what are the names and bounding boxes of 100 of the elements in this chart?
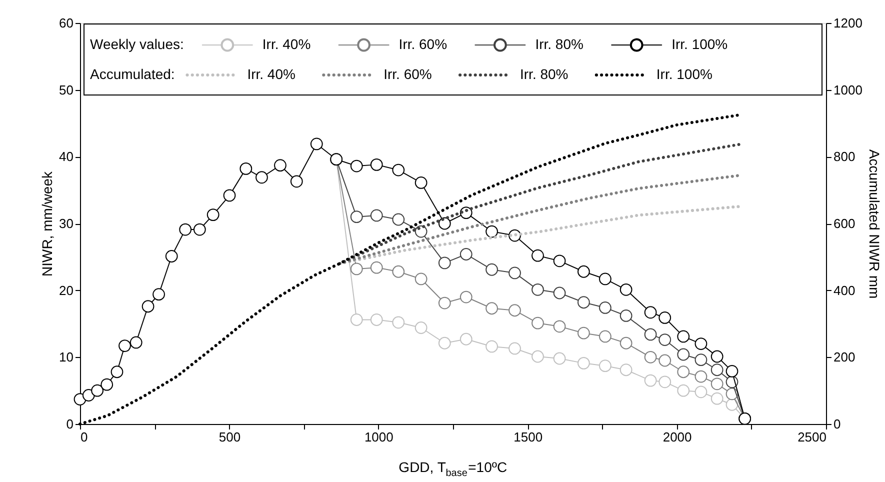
point (310, 138, 323, 150)
point (532, 283, 544, 296)
point (598, 360, 612, 372)
y-tick-label: 0 (66, 416, 74, 432)
point (658, 376, 672, 388)
point (82, 389, 95, 402)
point (726, 365, 738, 378)
legend-label: Irr. 40% (262, 36, 311, 52)
point (598, 272, 612, 286)
point (179, 223, 192, 236)
point (152, 288, 165, 301)
point (193, 223, 206, 236)
point (370, 314, 383, 326)
y-axis-title: NIWR, mm/week (39, 170, 56, 276)
point (553, 320, 566, 333)
point (414, 176, 428, 189)
point (350, 262, 363, 276)
y2-axis-title: Accumulated NIWR mm (866, 149, 882, 299)
point (392, 164, 405, 176)
point (290, 175, 303, 188)
point (110, 366, 124, 378)
point (532, 350, 544, 363)
y-tick-label: 40 (59, 149, 74, 164)
point (486, 302, 498, 315)
legend-title: Weekly values: (90, 36, 184, 52)
point (532, 316, 544, 330)
point (350, 160, 363, 172)
y2-tick-label: 1200 (834, 16, 862, 30)
point (206, 208, 220, 221)
point (460, 290, 472, 304)
point (553, 286, 566, 300)
point (578, 356, 590, 370)
legend-label: Irr. 80% (535, 36, 584, 52)
point (694, 354, 708, 366)
point (118, 340, 131, 352)
point (486, 225, 498, 238)
point (508, 342, 521, 355)
point (240, 162, 252, 175)
y-tick-label: 30 (59, 216, 74, 231)
y2-tick-label: 400 (834, 282, 856, 298)
point (223, 189, 236, 202)
point (370, 209, 383, 222)
point (553, 352, 566, 365)
point (620, 336, 632, 350)
point (508, 304, 521, 317)
legend-label: Irr. 100% (672, 36, 728, 52)
point (658, 334, 672, 346)
point (710, 364, 724, 376)
point (658, 354, 672, 367)
point (677, 348, 690, 361)
point (486, 263, 498, 276)
point (350, 314, 363, 326)
point (532, 249, 544, 262)
point (438, 256, 451, 270)
point (553, 254, 566, 268)
x-tick-label: 500 (218, 430, 241, 444)
point (414, 322, 428, 334)
point (438, 336, 451, 350)
point (392, 316, 405, 329)
point (644, 328, 657, 341)
point (578, 326, 590, 340)
legend-label: Irr. 100% (656, 66, 712, 82)
y-tick-label: 50 (59, 82, 74, 98)
y2-tick-label: 1000 (834, 82, 862, 98)
legend-label: Irr. 60% (384, 66, 432, 82)
point (644, 306, 657, 319)
point (578, 296, 590, 309)
point (91, 384, 104, 397)
point (350, 210, 363, 224)
point (710, 392, 724, 405)
point (460, 248, 472, 260)
y2-tick-label: 600 (834, 216, 856, 231)
point (694, 370, 708, 383)
point (438, 296, 451, 310)
y-tick-label: 60 (59, 16, 74, 30)
point (694, 338, 708, 350)
y-tick-label: 20 (59, 282, 74, 298)
point (578, 265, 590, 278)
x-tick-label: 1500 (514, 430, 543, 444)
point (710, 378, 724, 390)
point (677, 384, 690, 397)
point (620, 283, 632, 296)
point (644, 374, 657, 387)
x-tick-label: 1000 (364, 430, 394, 444)
point (508, 266, 521, 280)
point (677, 330, 690, 343)
point (165, 250, 178, 262)
point (256, 171, 268, 184)
point (392, 213, 405, 226)
x-tick-label: 0 (80, 430, 88, 444)
point (370, 261, 383, 274)
point (486, 340, 498, 353)
point (658, 312, 672, 324)
point (438, 217, 451, 230)
point (414, 272, 428, 286)
point (726, 388, 738, 400)
point (644, 350, 657, 364)
y2-tick-label: 800 (834, 149, 856, 164)
x-tick-label: 2000 (662, 430, 692, 444)
point (620, 310, 632, 322)
